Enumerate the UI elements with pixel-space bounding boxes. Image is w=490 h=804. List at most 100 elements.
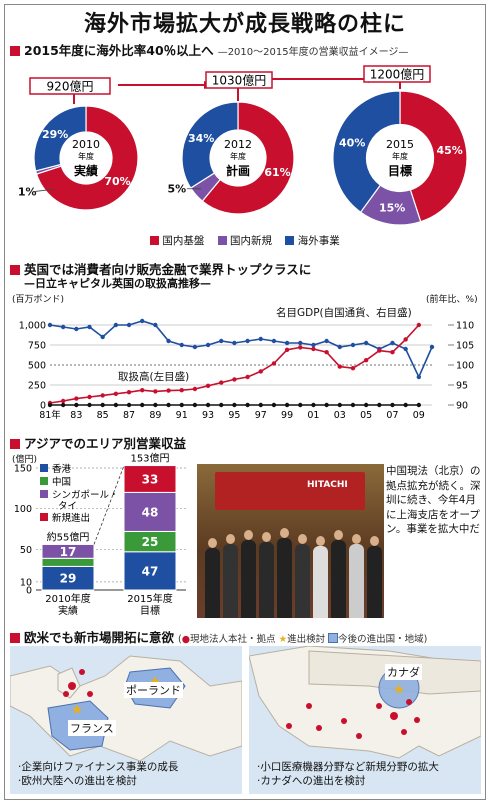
x-tick-label: 85 bbox=[97, 410, 109, 421]
series-point bbox=[74, 326, 79, 332]
page-title: 海外市場拡大が成長戦略の柱に bbox=[83, 11, 406, 37]
series-point bbox=[271, 338, 277, 344]
series-point bbox=[311, 346, 316, 352]
series-point bbox=[60, 398, 66, 404]
series-line bbox=[49, 320, 433, 379]
pie-status: 目標 bbox=[388, 163, 412, 178]
series-point bbox=[390, 340, 395, 346]
series-point bbox=[377, 402, 382, 408]
right-axis-unit: (前年比、%) bbox=[426, 295, 478, 305]
pie-year-suffix: 年度 bbox=[78, 151, 94, 161]
series-point bbox=[324, 402, 329, 408]
series-point bbox=[47, 322, 53, 328]
bar-value-label: 47 bbox=[142, 564, 159, 578]
right-tick-label: 105 bbox=[456, 341, 474, 352]
map-legend: (●現地法人本社・拠点 ★進出検討 今後の進出国・地域) bbox=[178, 633, 428, 645]
series-point bbox=[166, 338, 171, 344]
series-point bbox=[245, 402, 250, 408]
series-point bbox=[363, 358, 369, 363]
legend-swatch-domestic-base bbox=[150, 236, 159, 245]
base-dot bbox=[79, 669, 85, 675]
photo-head bbox=[208, 538, 217, 548]
x-tick-label: 09 bbox=[413, 410, 425, 421]
legend-swatch bbox=[40, 464, 48, 472]
pie-slice bbox=[201, 101, 295, 215]
north-america-map: ★ カナダ ·小口医療機器分野など新規分野の拡大 ·カナダへの進出を検討 bbox=[249, 646, 481, 794]
canada-label: カナダ bbox=[385, 664, 422, 680]
base-dot bbox=[376, 703, 382, 709]
america-caption: ·小口医療機器分野など新規分野の拡大 ·カナダへの進出を検討 bbox=[257, 760, 439, 788]
legend-swatch bbox=[40, 477, 48, 485]
page-frame bbox=[4, 4, 486, 800]
series-point bbox=[324, 350, 329, 355]
base-dot bbox=[406, 699, 412, 705]
series-point bbox=[298, 340, 303, 346]
series-point bbox=[232, 340, 237, 346]
legend-swatch bbox=[40, 513, 48, 521]
series-point bbox=[100, 393, 105, 398]
section4-title: 欧米でも新市場開拓に意欲 bbox=[24, 630, 175, 645]
legend-label: タイ bbox=[58, 501, 77, 512]
series-point bbox=[60, 324, 66, 330]
bar-total-label: 153億円 bbox=[130, 452, 169, 465]
section1-title: 2015年度に海外比率40％以上へ bbox=[24, 43, 214, 58]
asia-note: 中国現法（北京）の拠点拡充が続く。深圳に続き、今年4月に上海支店をオープン。事業… bbox=[386, 465, 481, 535]
series-point bbox=[271, 402, 277, 408]
category-label: 2015年度 bbox=[127, 592, 172, 605]
x-tick-label: 99 bbox=[281, 410, 293, 421]
section2-title: 英国では消費者向け販売金融で業界トップクラスに bbox=[24, 262, 312, 277]
series-point bbox=[47, 402, 53, 408]
bar-axis-unit: (億円) bbox=[12, 455, 38, 465]
series-point bbox=[258, 402, 263, 408]
series-point bbox=[126, 402, 132, 408]
bar-value-label: 25 bbox=[142, 535, 159, 549]
red-square-icon bbox=[10, 46, 20, 56]
series-point bbox=[205, 402, 211, 408]
section2-subtitle: —日立キャピタル英国の取扱高推移— bbox=[24, 277, 211, 290]
legend-swatch-overseas bbox=[285, 236, 295, 245]
y-tick-label: 100 bbox=[14, 504, 32, 515]
y-tick-label: 10 bbox=[20, 577, 32, 588]
legend-considering: 進出検討 bbox=[287, 634, 326, 645]
pie-status: 実績 bbox=[74, 163, 98, 178]
series-point bbox=[166, 402, 171, 408]
base-dot bbox=[306, 703, 312, 709]
section1-subtitle: —2010～2015年度の営業収益イメージ— bbox=[217, 47, 409, 58]
x-tick-label: 89 bbox=[149, 410, 161, 421]
total-box bbox=[205, 71, 273, 89]
left-tick-label: 250 bbox=[28, 381, 46, 392]
series-point bbox=[403, 346, 408, 352]
pie-year: 2012 bbox=[224, 138, 252, 151]
slice-percent-label: 15% bbox=[379, 202, 405, 215]
photo-person bbox=[295, 544, 310, 618]
series-point bbox=[140, 318, 145, 324]
x-tick-label: 01 bbox=[307, 410, 319, 421]
series-point bbox=[192, 344, 198, 350]
series-point bbox=[363, 402, 369, 408]
connector-line bbox=[93, 465, 125, 545]
series-point bbox=[350, 366, 356, 371]
america-caption-line: ·小口医療機器分野など新規分野の拡大 bbox=[257, 761, 439, 773]
slice-percent-label: 61% bbox=[264, 166, 290, 179]
series-point bbox=[363, 340, 369, 346]
slice-percent-label: 29% bbox=[42, 128, 68, 141]
series-point bbox=[205, 383, 211, 388]
red-square-icon bbox=[10, 633, 20, 643]
series-point bbox=[416, 402, 422, 408]
bar-segment bbox=[41, 557, 95, 567]
right-tick-label: 110 bbox=[456, 321, 474, 332]
base-dot bbox=[390, 712, 398, 720]
bar-value-label: 48 bbox=[142, 505, 159, 519]
series-point bbox=[416, 322, 422, 328]
photo-person bbox=[259, 542, 274, 618]
left-tick-label: 0 bbox=[40, 401, 46, 412]
series-point bbox=[192, 386, 198, 392]
photo-head bbox=[226, 534, 235, 544]
series-point bbox=[179, 342, 184, 348]
series-point bbox=[166, 388, 171, 393]
series-point bbox=[113, 322, 119, 328]
series-point bbox=[284, 347, 290, 352]
series-point bbox=[232, 377, 237, 382]
bar-total-label: 約55億円 bbox=[47, 530, 90, 543]
